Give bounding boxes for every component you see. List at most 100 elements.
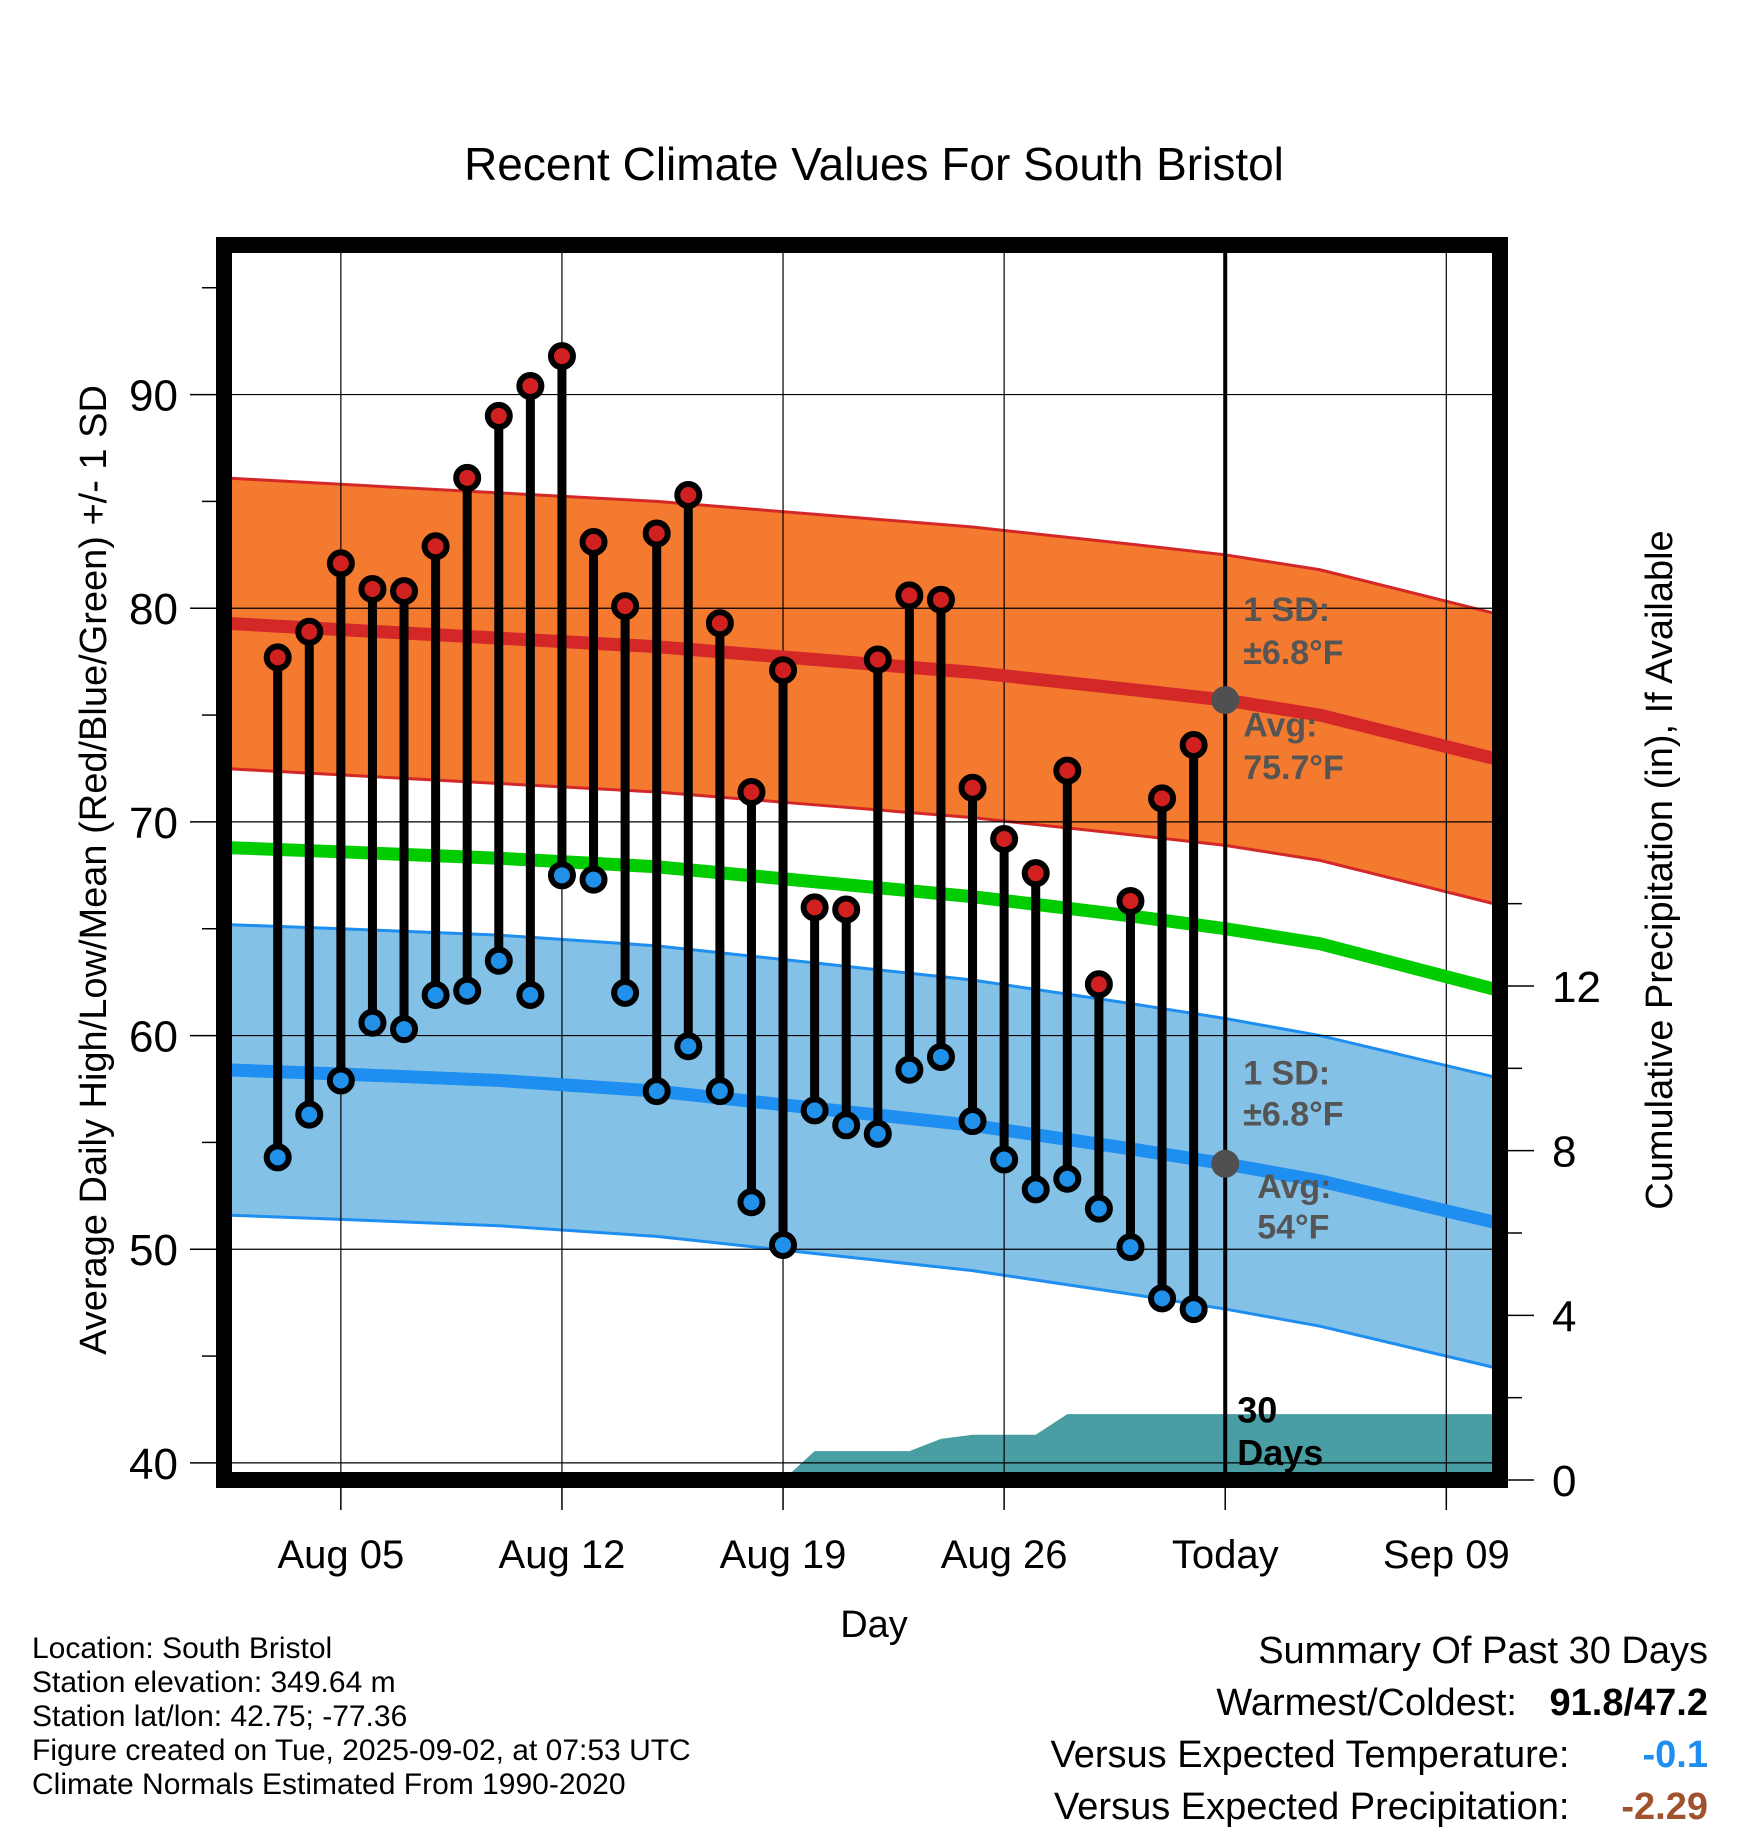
daily-high-point [295, 617, 324, 646]
low-sd-band [224, 924, 1500, 1369]
mean-normal-line [223, 841, 1502, 997]
low-band-upper-edge [223, 922, 1501, 1080]
summary-warm-row: Warmest/Coldest: 91.8/47.2 [1051, 1677, 1708, 1729]
days-text-label: Days [1237, 1432, 1323, 1473]
y2-axis-label: Cumulative Precipitation (in), If Availa… [1639, 530, 1681, 1209]
warm-label: Warmest/Coldest: [1216, 1682, 1517, 1724]
x-axis-label: Day [840, 1604, 908, 1646]
daily-low-point [611, 978, 640, 1007]
location-text: Location: South Bristol [32, 1632, 333, 1665]
daily-high-point [579, 527, 608, 556]
daily-low-point [1148, 1284, 1177, 1313]
x-tick-label: Aug 26 [941, 1533, 1068, 1577]
x-tick-label: Aug 19 [720, 1533, 847, 1577]
daily-high-point [642, 519, 671, 548]
daily-high-point [800, 893, 829, 922]
created-text: Figure created on Tue, 2025-09-02, at 07… [32, 1734, 691, 1767]
daily-high-point [895, 581, 924, 610]
low-sd-label: 1 SD: [1243, 1055, 1330, 1093]
precip-value: -2.29 [1621, 1786, 1708, 1828]
daily-high-point [990, 824, 1019, 853]
summary-precip-row: Versus Expected Precipitation: -2.29 [1051, 1781, 1708, 1833]
x-tick-label: Sep 09 [1383, 1533, 1510, 1577]
high-band-upper-edge [223, 476, 1501, 617]
high-sd-label: 1 SD: [1243, 591, 1330, 629]
daily-low-point [1053, 1164, 1082, 1193]
normals-text: Climate Normals Estimated From 1990-2020 [32, 1768, 626, 1801]
daily-high-point [611, 592, 640, 621]
daily-low-point [800, 1096, 829, 1125]
daily-high-point [769, 656, 798, 685]
y2-tick-label: 0 [1552, 1457, 1576, 1506]
daily-low-point [1116, 1233, 1145, 1262]
daily-low-point [390, 1015, 419, 1044]
daily-high-point [1021, 859, 1050, 888]
plot-frame [216, 237, 1508, 1488]
low-avg-label: Avg: [1257, 1168, 1331, 1206]
daily-low-point [263, 1143, 292, 1172]
low-sd-value: ±6.8°F [1243, 1095, 1343, 1133]
daily-low-point [737, 1188, 766, 1217]
daily-low-point [958, 1107, 987, 1136]
high-sd-value: ±6.8°F [1243, 634, 1343, 672]
temp-value: -0.1 [1642, 1734, 1708, 1776]
low-band-lower-edge [223, 1213, 1501, 1371]
daily-low-point [769, 1230, 798, 1259]
today-high-marker [1211, 686, 1240, 715]
daily-low-point [326, 1066, 355, 1095]
temp-label: Versus Expected Temperature: [1050, 1734, 1570, 1776]
high-avg-value: 75.7°F [1243, 749, 1344, 787]
today-low-marker [1211, 1149, 1240, 1178]
chart-title: Recent Climate Values For South Bristol [464, 138, 1284, 190]
daily-low-point [705, 1077, 734, 1106]
y-axis-label: Average Daily High/Low/Mean (Red/Blue/Gr… [73, 385, 115, 1355]
daily-low-point [421, 980, 450, 1009]
daily-low-point [579, 865, 608, 894]
precip-label: Versus Expected Precipitation: [1054, 1786, 1570, 1828]
footer-meta: Location: South Bristol Station elevatio… [32, 1632, 691, 1802]
high-band-lower-edge [223, 766, 1501, 907]
warm-value: 91.8/47.2 [1549, 1682, 1708, 1724]
y-tick-label: 70 [129, 799, 178, 848]
elevation-text: Station elevation: 349.64 m [32, 1666, 396, 1699]
daily-low-point [674, 1032, 703, 1061]
daily-low-point [295, 1100, 324, 1129]
daily-low-point [358, 1008, 387, 1037]
daily-low-point [547, 861, 576, 890]
daily-high-point [547, 342, 576, 371]
daily-low-point [516, 980, 545, 1009]
daily-low-point [1084, 1194, 1113, 1223]
daily-high-point [484, 401, 513, 430]
daily-low-point [1179, 1295, 1208, 1324]
daily-high-point [1084, 970, 1113, 999]
daily-low-point [926, 1042, 955, 1071]
daily-high-point [358, 575, 387, 604]
precipitation-area [224, 1414, 1500, 1480]
low-normal-line [223, 1063, 1502, 1230]
y-tick-label: 80 [129, 585, 178, 634]
daily-high-point [1148, 784, 1177, 813]
daily-high-point [1053, 756, 1082, 785]
x-tick-label: Aug 12 [499, 1533, 626, 1577]
daily-high-point [1116, 886, 1145, 915]
daily-high-point [263, 643, 292, 672]
daily-low-point [863, 1119, 892, 1148]
daily-high-point [705, 609, 734, 638]
x-tick-label: Today [1172, 1533, 1279, 1577]
daily-high-point [737, 777, 766, 806]
daily-low-point [1021, 1175, 1050, 1204]
summary-temp-row: Versus Expected Temperature: -0.1 [1051, 1729, 1708, 1781]
y2-tick-label: 4 [1552, 1292, 1576, 1341]
daily-high-point [421, 532, 450, 561]
y-tick-label: 50 [129, 1226, 178, 1275]
daily-low-point [453, 976, 482, 1005]
daily-low-point [484, 946, 513, 975]
high-avg-label: Avg: [1243, 706, 1317, 744]
y2-tick-label: 8 [1552, 1128, 1576, 1177]
x-tick-label: Aug 05 [277, 1533, 404, 1577]
daily-low-point [895, 1055, 924, 1084]
daily-high-point [863, 645, 892, 674]
high-sd-band [224, 477, 1500, 906]
